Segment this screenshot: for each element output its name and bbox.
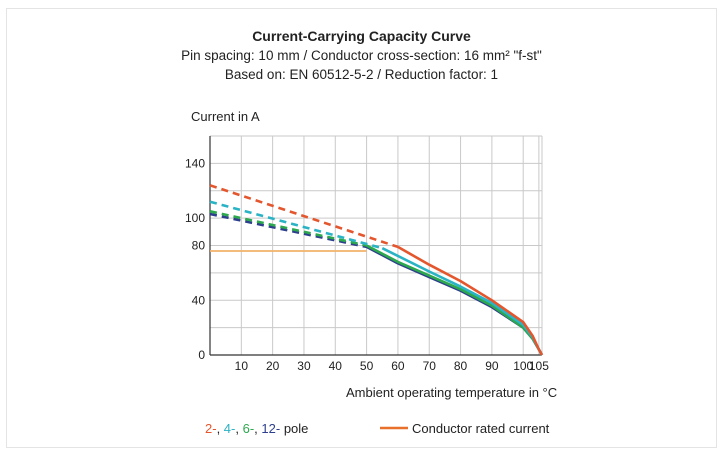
chart-title: Current-Carrying Capacity Curve [252, 28, 471, 44]
x-tick-label: 80 [454, 359, 468, 373]
x-tick-label: 60 [391, 359, 405, 373]
series-12pole-solid [365, 245, 544, 356]
legend-pole-4: 4- [223, 421, 236, 436]
rated-current-legend-label: Conductor rated current [412, 421, 550, 436]
x-tick-label: 30 [297, 359, 311, 373]
legend-pole-6: 6- [242, 421, 255, 436]
chart-subtitle-1: Pin spacing: 10 mm / Conductor cross-sec… [181, 48, 542, 63]
chart-subtitle-2: Based on: EN 60512-5-2 / Reduction facto… [224, 67, 499, 82]
y-tick-label: 100 [185, 211, 205, 225]
legend-sep-2: , [235, 421, 243, 436]
chart-frame [6, 8, 717, 448]
x-tick-label: 70 [423, 359, 437, 373]
x-axis-label: Ambient operating temperature in °C [346, 385, 558, 400]
x-tick-label: 40 [329, 359, 343, 373]
legend-sep-3: , [254, 421, 262, 436]
x-tick-label: 20 [266, 359, 280, 373]
x-tick-label: 105 [529, 359, 549, 373]
x-tick-label: 50 [360, 359, 374, 373]
series-2pole-solid [397, 245, 544, 356]
x-tick-label: 90 [485, 359, 499, 373]
series-6pole-dashed [209, 210, 367, 247]
legend-sep-1: , [216, 421, 224, 436]
x-tick-label: 10 [235, 359, 249, 373]
x-tick-label: 100 [513, 359, 533, 373]
legend-pole-12: 12- [261, 421, 281, 436]
y-tick-label: 0 [198, 348, 205, 362]
series-2pole-dashed [209, 184, 399, 249]
y-tick-label: 80 [192, 239, 206, 253]
y-tick-label: 140 [185, 156, 205, 170]
series-12pole-dashed [209, 212, 367, 249]
y-axis-label: Current in A [191, 109, 260, 124]
legend-pole-suffix: pole [283, 421, 309, 436]
series-4pole-dashed [209, 200, 383, 250]
pole-legend: 2-, 4-, 6-, 12- pole [205, 421, 308, 436]
y-tick-label: 40 [192, 293, 206, 307]
legend-pole-2: 2- [205, 421, 217, 436]
